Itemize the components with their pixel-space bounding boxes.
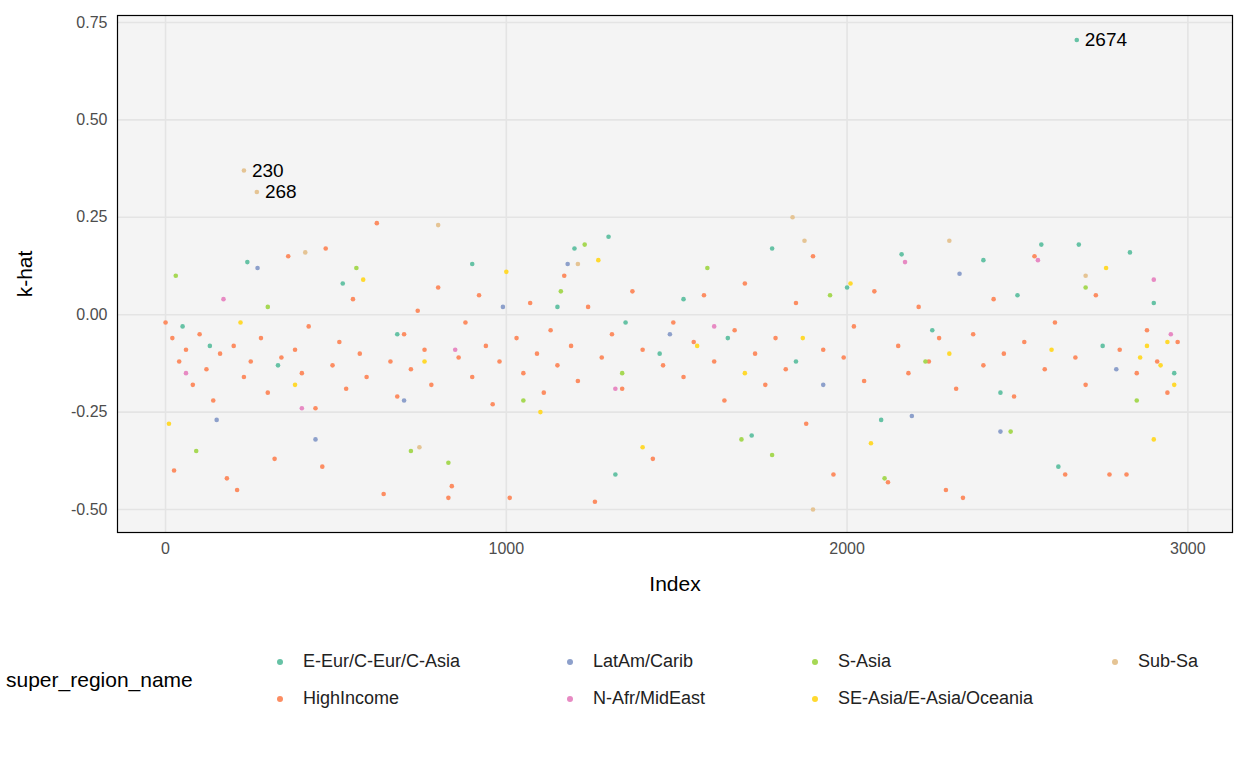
svg-text:k-hat: k-hat: [13, 250, 36, 297]
svg-text:2674: 2674: [1085, 29, 1128, 50]
svg-text:268: 268: [265, 181, 297, 202]
svg-text:230: 230: [252, 160, 284, 181]
html-text:E-Eur/C-Eur/C-Asia: E-Eur/C-Eur/C-Asia: [303, 651, 460, 671]
svg-text:-0.50: -0.50: [71, 501, 108, 518]
svg-text:0.00: 0.00: [76, 306, 107, 323]
html-text:Sub-Sa: Sub-Sa: [1138, 651, 1198, 671]
svg-text:0.25: 0.25: [76, 208, 107, 225]
svg-text:2000: 2000: [829, 540, 865, 557]
svg-text:-0.25: -0.25: [71, 403, 108, 420]
html-text:super_region_name: super_region_name: [6, 668, 193, 691]
html-text:LatAm/Carib: LatAm/Carib: [593, 651, 693, 671]
svg-text:0.75: 0.75: [76, 14, 107, 31]
html-text:SE-Asia/E-Asia/Oceania: SE-Asia/E-Asia/Oceania: [838, 688, 1034, 708]
svg-text:Index: Index: [649, 572, 701, 595]
html-text:HighIncome: HighIncome: [303, 688, 399, 708]
html-text:S-Asia: S-Asia: [838, 651, 891, 671]
svg-text:0.50: 0.50: [76, 111, 107, 128]
svg-text:0: 0: [161, 540, 170, 557]
svg-text:3000: 3000: [1170, 540, 1206, 557]
html-text:N-Afr/MidEast: N-Afr/MidEast: [593, 688, 705, 708]
svg-text:1000: 1000: [489, 540, 525, 557]
